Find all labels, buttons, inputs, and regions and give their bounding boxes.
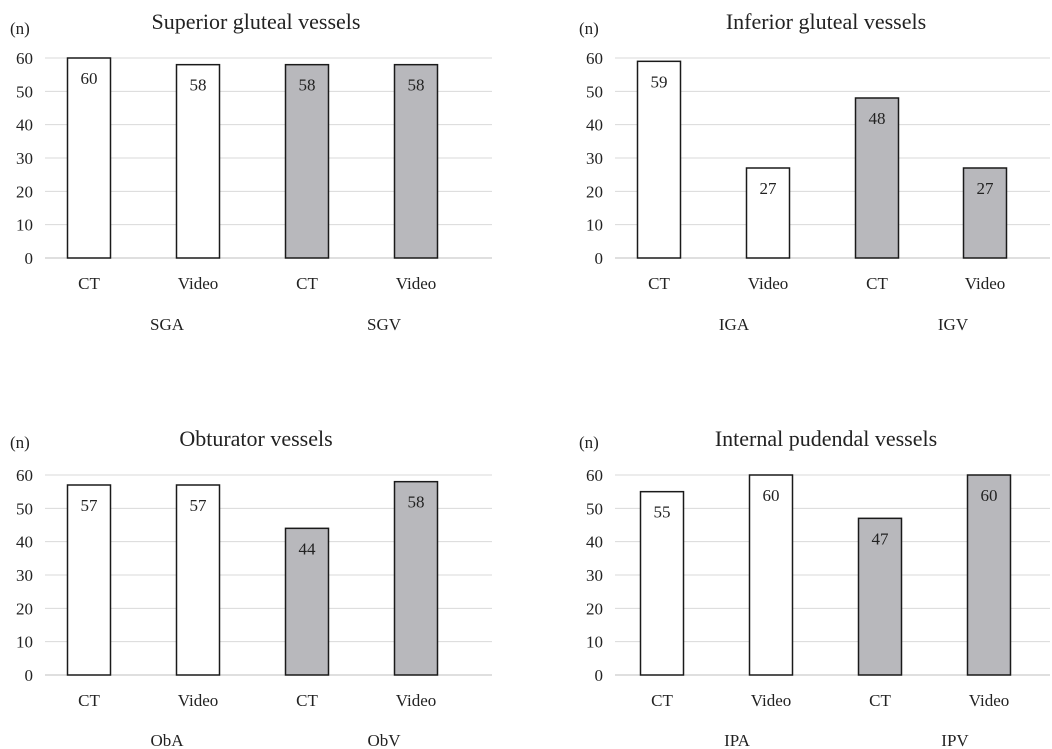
x-tick-label: CT [78, 691, 100, 710]
bar-value-label: 47 [872, 529, 890, 548]
y-tick-label: 0 [595, 249, 604, 268]
y-tick-label: 50 [16, 82, 33, 101]
bar [175, 63, 221, 259]
bar [284, 527, 330, 676]
bar [636, 60, 682, 259]
chart-title: Inferior gluteal vessels [726, 9, 926, 34]
bar [745, 167, 791, 259]
bar-value-label: 58 [299, 76, 316, 95]
y-tick-label: 30 [586, 566, 603, 585]
bar [748, 474, 794, 676]
group-label: SGA [150, 315, 185, 334]
y-tick-label: 20 [16, 182, 33, 201]
chart-title: Superior gluteal vessels [152, 9, 361, 34]
x-tick-label: Video [969, 691, 1010, 710]
y-tick-label: 60 [586, 49, 603, 68]
bar-value-label: 27 [977, 179, 995, 198]
x-tick-label: Video [965, 274, 1006, 293]
y-tick-label: 30 [586, 149, 603, 168]
bar-value-label: 60 [763, 486, 780, 505]
bar [284, 63, 330, 259]
y-tick-label: 10 [586, 216, 603, 235]
group-label: IGA [719, 315, 750, 334]
y-tick-label: 40 [16, 533, 33, 552]
bar-value-label: 57 [81, 496, 99, 515]
bar-value-label: 58 [190, 76, 207, 95]
y-axis-label: (n) [579, 19, 599, 38]
y-tick-label: 30 [16, 566, 33, 585]
bar-value-label: 58 [408, 493, 425, 512]
x-tick-label: Video [396, 691, 437, 710]
bar-value-label: 60 [81, 69, 98, 88]
bar [962, 167, 1008, 259]
bar [857, 517, 903, 676]
group-label: ObV [367, 731, 401, 749]
chart-title: Obturator vessels [179, 426, 332, 451]
y-tick-label: 10 [16, 216, 33, 235]
group-label: IPA [724, 731, 751, 749]
group-label: IGV [938, 315, 969, 334]
y-tick-label: 10 [16, 633, 33, 652]
y-axis-label: (n) [10, 433, 30, 452]
group-label: ObA [150, 731, 184, 749]
y-tick-label: 0 [595, 666, 604, 685]
bar [966, 474, 1012, 676]
y-tick-label: 0 [25, 666, 34, 685]
x-tick-label: CT [296, 691, 318, 710]
x-tick-label: Video [178, 691, 219, 710]
bar-value-label: 58 [408, 76, 425, 95]
y-tick-label: 60 [16, 49, 33, 68]
y-tick-label: 60 [586, 466, 603, 485]
x-tick-label: CT [78, 274, 100, 293]
bar [639, 490, 685, 676]
y-tick-label: 60 [16, 466, 33, 485]
x-tick-label: CT [648, 274, 670, 293]
y-tick-label: 40 [16, 116, 33, 135]
x-tick-label: CT [866, 274, 888, 293]
bar-value-label: 59 [651, 72, 668, 91]
x-tick-label: CT [296, 274, 318, 293]
x-tick-label: Video [748, 274, 789, 293]
y-tick-label: 20 [586, 182, 603, 201]
bar-value-label: 44 [299, 539, 317, 558]
x-tick-label: Video [396, 274, 437, 293]
chart-title: Internal pudendal vessels [715, 426, 937, 451]
x-tick-label: CT [651, 691, 673, 710]
bar-value-label: 48 [869, 109, 886, 128]
y-tick-label: 50 [586, 499, 603, 518]
y-axis-label: (n) [10, 19, 30, 38]
bar-value-label: 60 [981, 486, 998, 505]
bar [854, 97, 900, 259]
y-tick-label: 40 [586, 116, 603, 135]
x-tick-label: CT [869, 691, 891, 710]
y-tick-label: 50 [586, 82, 603, 101]
bar [175, 484, 221, 676]
group-label: IPV [941, 731, 969, 749]
bar-value-label: 27 [760, 179, 778, 198]
bar [66, 57, 112, 259]
y-axis-label: (n) [579, 433, 599, 452]
bar [66, 484, 112, 676]
bar [393, 480, 439, 676]
x-tick-label: Video [178, 274, 219, 293]
y-tick-label: 50 [16, 499, 33, 518]
bar [393, 63, 439, 259]
x-tick-label: Video [751, 691, 792, 710]
bar-value-label: 57 [190, 496, 208, 515]
y-tick-label: 30 [16, 149, 33, 168]
y-tick-label: 40 [586, 533, 603, 552]
y-tick-label: 20 [586, 599, 603, 618]
group-label: SGV [367, 315, 402, 334]
y-tick-label: 0 [25, 249, 34, 268]
y-tick-label: 10 [586, 633, 603, 652]
y-tick-label: 20 [16, 599, 33, 618]
bar-value-label: 55 [654, 503, 671, 522]
